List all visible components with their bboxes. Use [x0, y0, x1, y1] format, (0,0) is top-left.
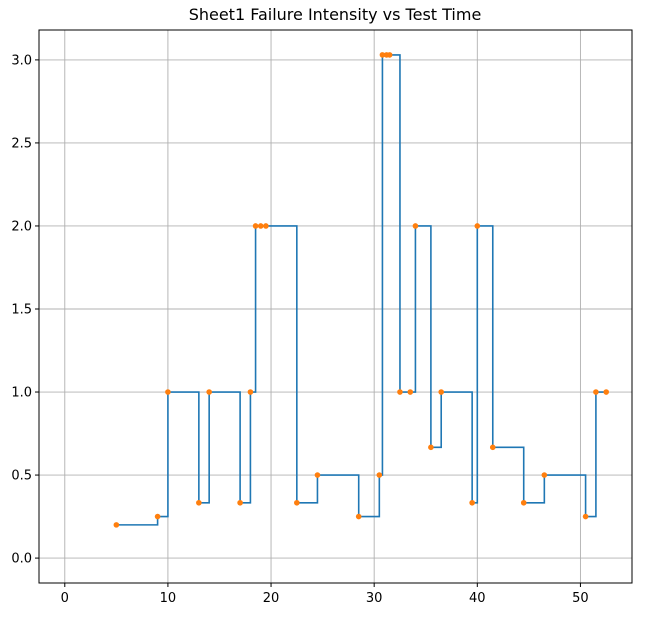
x-tick-label-2: 20 [263, 591, 280, 606]
y-tick-label-3: 1.5 [11, 302, 32, 317]
data-point-2 [165, 389, 171, 395]
data-point-22 [469, 499, 475, 506]
data-point-27 [582, 513, 589, 520]
axes-frame [38, 29, 633, 584]
y-tick-label-6: 3.0 [11, 53, 32, 68]
x-tick-label-0: 0 [61, 591, 69, 606]
x-tick-label-3: 30 [366, 591, 383, 606]
x-tick-label-1: 10 [160, 591, 177, 606]
data-point-14 [379, 52, 386, 58]
y-tick-label-0: 0.0 [11, 552, 32, 567]
data-point-10 [294, 499, 300, 506]
series-layer [116, 54, 607, 526]
data-point-17 [397, 389, 403, 395]
y-tick-label-1: 0.5 [11, 469, 32, 484]
data-point-19 [412, 223, 419, 229]
ticks-layer: 0 10 20 30 40 50 0.0 0.5 1.0 1.5 2.0 2.5 3.0 [11, 53, 588, 606]
data-point-8 [257, 223, 264, 229]
data-point-28 [593, 389, 599, 395]
data-point-23 [474, 223, 481, 229]
y-tick-label-5: 2.5 [11, 136, 32, 151]
data-point-26 [541, 472, 548, 478]
data-point-9 [263, 223, 269, 229]
data-point-25 [520, 499, 527, 506]
data-point-20 [428, 444, 434, 451]
x-tick-label-4: 40 [469, 591, 486, 606]
x-tick-label-5: 50 [572, 591, 589, 606]
y-tick-label-2: 1.0 [11, 386, 32, 401]
data-point-12 [355, 513, 362, 520]
axes-layer [38, 29, 633, 584]
data-point-4 [206, 389, 212, 395]
y-tick-label-4: 2.0 [11, 219, 32, 234]
series-step-line [116, 54, 607, 526]
data-point-3 [196, 499, 202, 506]
data-point-29 [603, 389, 610, 395]
points-layer [113, 52, 610, 528]
data-point-11 [314, 472, 321, 478]
data-point-1 [154, 513, 161, 520]
data-point-5 [237, 499, 243, 506]
data-point-21 [438, 389, 445, 395]
data-point-18 [407, 389, 414, 395]
data-point-0 [113, 522, 120, 528]
data-point-24 [489, 444, 496, 451]
data-point-7 [252, 223, 259, 229]
data-point-6 [247, 389, 254, 395]
chart-title: Sheet1 Failure Intensity vs Test Time [189, 5, 482, 24]
data-point-16 [386, 52, 393, 58]
data-point-13 [376, 472, 383, 478]
